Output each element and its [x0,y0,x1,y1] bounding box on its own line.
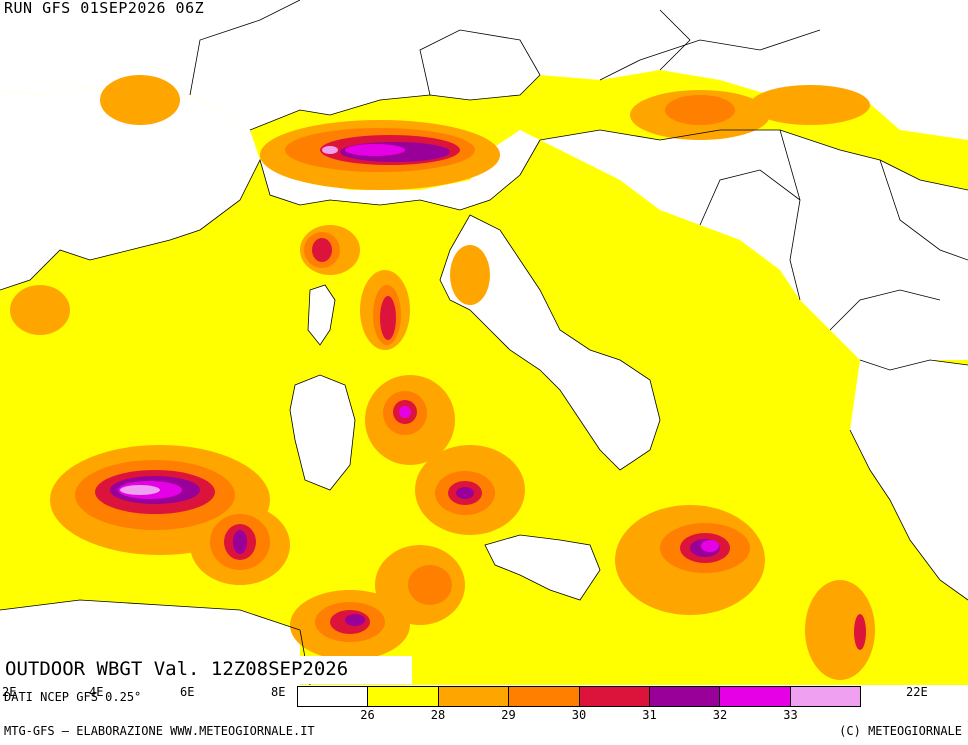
product-label-box [0,656,412,684]
legend-swatch-6 [720,687,791,706]
lon-label-8e: 8E [271,685,286,699]
product-title: OUTDOOR WBGT Val. 12Z08SEP2026 [5,658,349,680]
legend-label-28: 28 [430,708,446,722]
legend-label-31: 31 [642,708,657,722]
lon-label-2e: 2E [2,685,17,699]
lon-label-6e: 6E [180,685,195,699]
legend-swatch-7 [790,687,860,706]
lon-label-22e: 22E [906,685,928,699]
data-source: DATI NCEP GFS 0.25° [4,690,142,704]
legend-swatch-3 [509,687,580,706]
wbgt-33-plus-zones [120,146,338,495]
color-legend [297,686,861,707]
legend-swatch-2 [438,687,510,706]
legend-label-33: 33 [783,708,798,722]
footer-copyright: (C) METEOGIORNALE [839,724,962,738]
legend-label-29: 29 [501,708,516,722]
legend-swatch-4 [579,687,650,706]
footer-credit: MTG-GFS — ELABORAZIONE WWW.METEOGIORNALE… [4,724,315,738]
coastlines-borders [0,0,968,685]
legend-label-30: 30 [571,708,587,722]
land-areas [0,0,968,685]
legend-label-26: 26 [360,708,375,722]
legend-label-32: 32 [712,708,728,722]
lon-label-4e: 4E [89,685,104,699]
legend-swatch-5 [649,687,721,706]
legend-swatch-0 [298,687,369,706]
wbgt-map [0,0,968,685]
run-title: RUN GFS 01SEP2026 06Z [4,0,205,17]
legend-swatch-1 [368,687,439,706]
